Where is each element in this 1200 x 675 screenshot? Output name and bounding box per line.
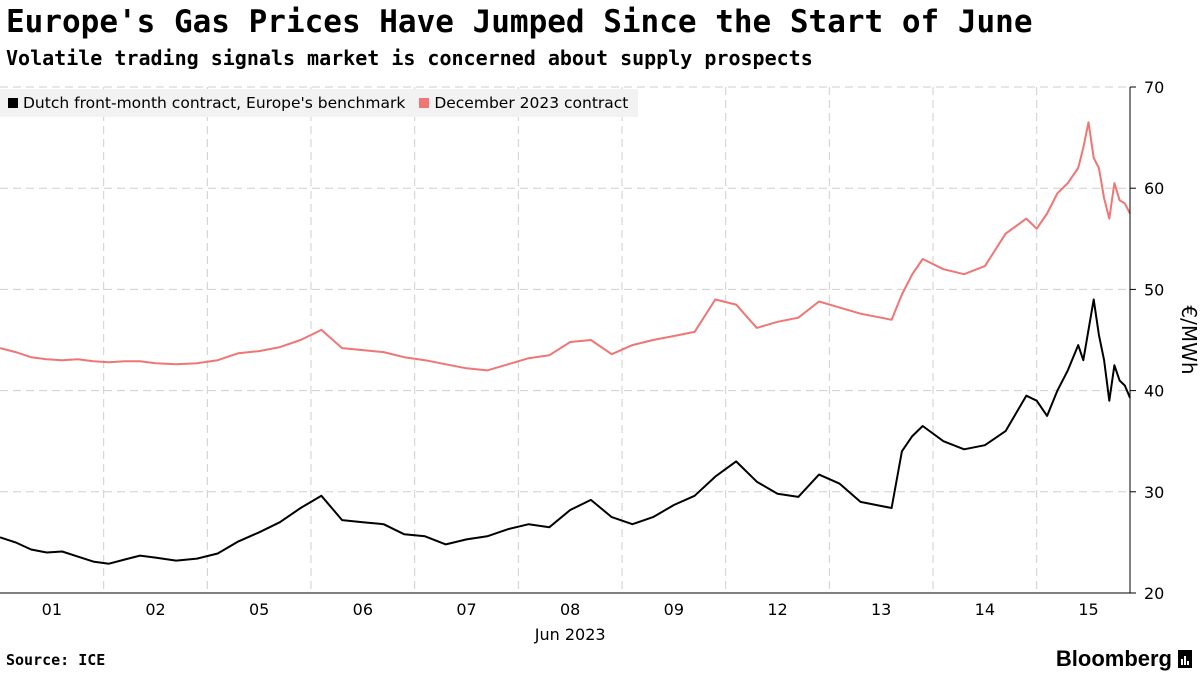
y-tick-label: 20 bbox=[1144, 584, 1164, 603]
bloomberg-logo: Bloomberg bbox=[1056, 646, 1192, 672]
y-axis-label: €/MWh bbox=[1177, 305, 1200, 374]
source-note: Source: ICE bbox=[6, 651, 106, 669]
x-tick-label: 07 bbox=[456, 600, 476, 619]
legend-swatch-black bbox=[8, 98, 18, 108]
chart-subtitle: Volatile trading signals market is conce… bbox=[6, 46, 813, 70]
legend: Dutch front-month contract, Europe's ben… bbox=[0, 89, 639, 117]
x-tick-label: 12 bbox=[767, 600, 787, 619]
y-tick-label: 40 bbox=[1144, 382, 1164, 401]
x-tick-label: 06 bbox=[353, 600, 373, 619]
x-axis-label: Jun 2023 bbox=[534, 625, 606, 644]
brand-name: Bloomberg bbox=[1055, 646, 1172, 671]
x-tick-label: 09 bbox=[664, 600, 684, 619]
y-tick-label: 60 bbox=[1144, 179, 1164, 198]
series-layer bbox=[0, 121, 1131, 565]
legend-swatch-red bbox=[419, 98, 430, 108]
series-line-dutch-front-month bbox=[0, 298, 1131, 565]
legend-label: Dutch front-month contract, Europe's ben… bbox=[23, 94, 406, 112]
x-tick-label: 13 bbox=[871, 600, 891, 619]
y-tick-label: 50 bbox=[1144, 280, 1164, 299]
y-tick-label: 70 bbox=[1144, 78, 1164, 97]
legend-item-dutch-front-month: Dutch front-month contract, Europe's ben… bbox=[8, 94, 405, 112]
grid-layer bbox=[0, 86, 1130, 594]
axis-layer: 20 30 40 50 60 70 01 02 05 06 07 08 09 12 13 14 15 Jun 20… bbox=[0, 78, 1200, 644]
x-tick-label: 08 bbox=[560, 600, 580, 619]
chart-title: Europe's Gas Prices Have Jumped Since th… bbox=[6, 4, 1033, 40]
bloomberg-terminal-icon bbox=[1178, 650, 1192, 668]
legend-item-december-2023: December 2023 contract bbox=[419, 94, 628, 112]
series-line-december-2023 bbox=[0, 121, 1131, 372]
x-tick-label: 02 bbox=[145, 600, 165, 619]
x-tick-label: 14 bbox=[975, 600, 995, 619]
x-tick-label: 05 bbox=[249, 600, 269, 619]
y-tick-label: 30 bbox=[1144, 483, 1164, 502]
x-tick-label: 01 bbox=[42, 600, 62, 619]
x-tick-label: 15 bbox=[1078, 600, 1098, 619]
legend-label: December 2023 contract bbox=[434, 94, 629, 112]
